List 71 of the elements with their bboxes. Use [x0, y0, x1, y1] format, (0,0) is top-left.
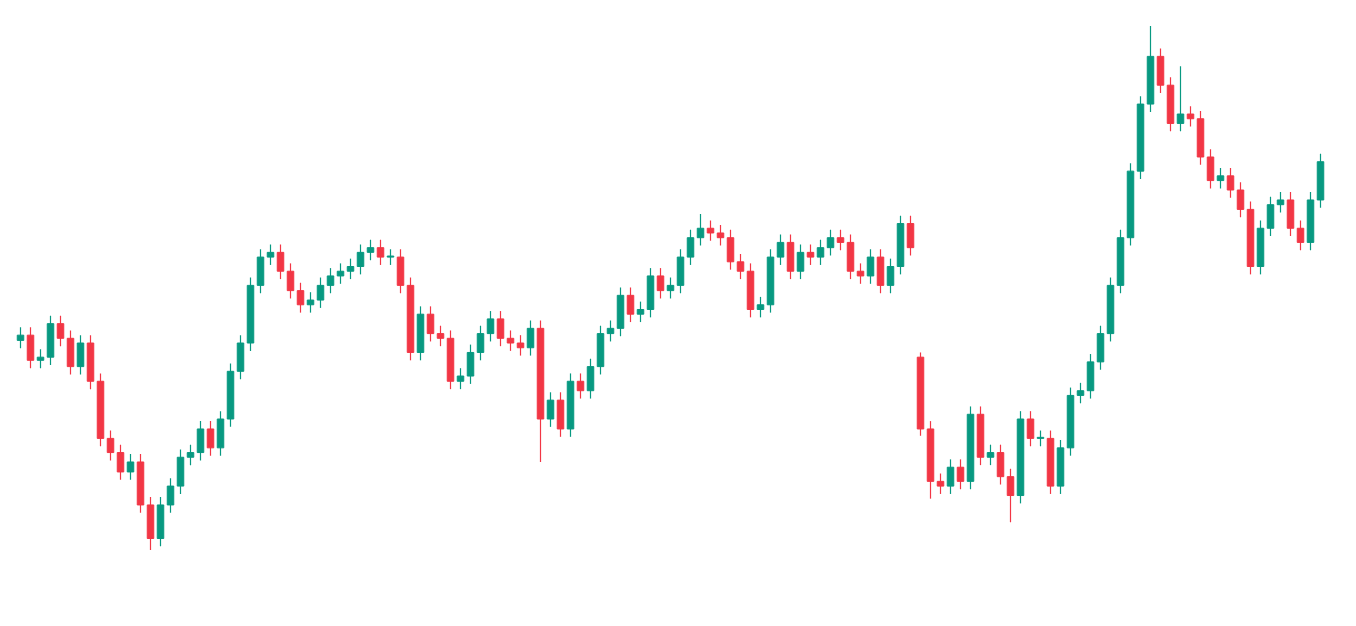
candlestick: [1216, 167, 1225, 190]
candlestick: [106, 429, 115, 462]
candlestick: [306, 291, 315, 314]
candlestick: [456, 367, 465, 390]
candlestick: [186, 444, 195, 466]
candlestick: [356, 243, 365, 275]
candlestick: [546, 391, 555, 428]
candlestick: [776, 233, 785, 266]
candlestick: [16, 326, 25, 349]
candlestick: [576, 372, 585, 400]
candlestick: [956, 458, 965, 490]
candlestick: [426, 305, 435, 343]
candlestick: [946, 458, 955, 495]
candlestick: [506, 329, 515, 352]
candlestick: [656, 267, 665, 300]
candlestick: [816, 239, 825, 266]
candlestick: [626, 286, 635, 323]
candlestick: [736, 253, 745, 280]
candlestick: [116, 444, 125, 481]
candlestick: [476, 325, 485, 361]
candlestick: [936, 472, 945, 495]
candlestick: [866, 248, 875, 285]
candlestick: [1026, 410, 1035, 447]
candlestick: [826, 229, 835, 257]
candlestick: [636, 301, 645, 323]
candlestick: [316, 276, 325, 309]
candlestick: [1006, 468, 1015, 523]
candlestick: [296, 282, 305, 314]
candlestick: [1276, 191, 1285, 214]
candlestick: [76, 334, 85, 376]
candlestick: [806, 243, 815, 266]
candlestick: [696, 213, 705, 247]
candlestick: [1226, 167, 1235, 199]
candlestick: [1176, 65, 1185, 132]
candlestick: [1186, 105, 1195, 128]
candlestick: [496, 310, 505, 347]
candlestick: [376, 239, 385, 266]
candlestick: [606, 319, 615, 343]
candlestick: [196, 420, 205, 462]
candlestick: [986, 444, 995, 466]
candlestick: [206, 420, 215, 457]
candlestick: [266, 243, 275, 266]
candlestick: [856, 262, 865, 285]
candlestick: [666, 276, 675, 300]
candlestick: [796, 243, 805, 280]
candlestick: [836, 229, 845, 251]
candlestick: [1296, 219, 1305, 251]
candlestick: [346, 258, 355, 280]
candlestick: [336, 262, 345, 285]
candlestick: [36, 348, 45, 369]
candlestick: [326, 267, 335, 294]
candlestick: [1236, 181, 1245, 218]
candlestick: [706, 219, 715, 242]
candlestick: [886, 258, 895, 294]
candlestick: [166, 477, 175, 514]
candlestick: [126, 453, 135, 481]
candlestick: [1076, 382, 1085, 404]
candlestick: [436, 325, 445, 347]
candlestick: [526, 319, 535, 357]
candlestick: [1266, 196, 1275, 237]
candlestick: [716, 224, 725, 247]
candlestick: [516, 334, 525, 357]
candlestick: [286, 262, 295, 300]
candlestick: [686, 229, 695, 266]
candlestick: [56, 315, 65, 347]
candlestick: [1206, 148, 1215, 190]
candlestick: [276, 243, 285, 280]
candlestick: [486, 310, 495, 343]
candlestick: [466, 344, 475, 385]
candlestick: [366, 239, 375, 261]
candlestick: [756, 296, 765, 318]
